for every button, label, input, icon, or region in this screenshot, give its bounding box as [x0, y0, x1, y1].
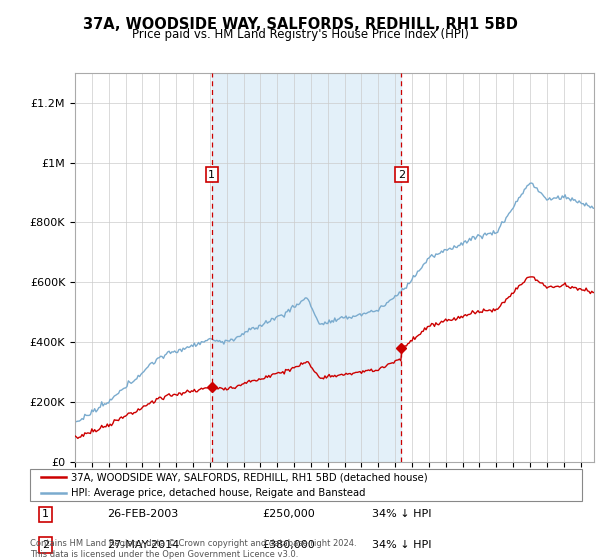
Text: £380,000: £380,000 — [262, 540, 314, 550]
Text: 34% ↓ HPI: 34% ↓ HPI — [372, 510, 432, 519]
Text: Price paid vs. HM Land Registry's House Price Index (HPI): Price paid vs. HM Land Registry's House … — [131, 28, 469, 41]
FancyBboxPatch shape — [30, 469, 582, 501]
Text: 37A, WOODSIDE WAY, SALFORDS, REDHILL, RH1 5BD (detached house): 37A, WOODSIDE WAY, SALFORDS, REDHILL, RH… — [71, 473, 428, 483]
Text: 34% ↓ HPI: 34% ↓ HPI — [372, 540, 432, 550]
Text: Contains HM Land Registry data © Crown copyright and database right 2024.
This d: Contains HM Land Registry data © Crown c… — [30, 539, 356, 559]
Text: HPI: Average price, detached house, Reigate and Banstead: HPI: Average price, detached house, Reig… — [71, 488, 366, 498]
Text: 2: 2 — [42, 540, 49, 550]
Text: 1: 1 — [42, 510, 49, 519]
Text: 37A, WOODSIDE WAY, SALFORDS, REDHILL, RH1 5BD: 37A, WOODSIDE WAY, SALFORDS, REDHILL, RH… — [83, 17, 517, 32]
Text: 2: 2 — [398, 170, 405, 180]
Text: 1: 1 — [208, 170, 215, 180]
Text: £250,000: £250,000 — [262, 510, 314, 519]
Bar — [212, 73, 401, 462]
Text: 27-MAY-2014: 27-MAY-2014 — [107, 540, 179, 550]
Text: 26-FEB-2003: 26-FEB-2003 — [107, 510, 179, 519]
